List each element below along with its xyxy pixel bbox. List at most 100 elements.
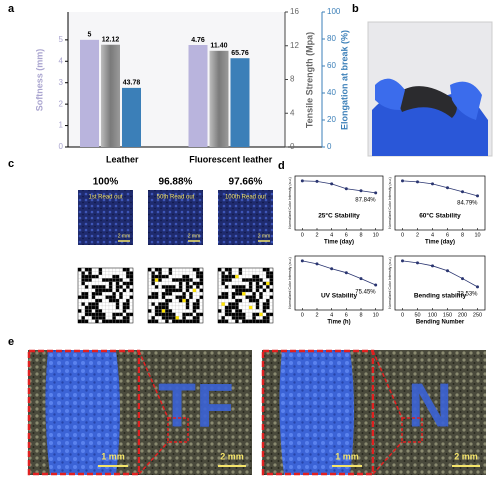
grid-cell — [168, 298, 173, 303]
grid-cell — [224, 319, 229, 323]
grid-cell — [255, 288, 260, 293]
grid-cell — [175, 288, 179, 293]
y3-tick-label: 80 — [327, 34, 336, 43]
y-tick-label: 0 — [59, 142, 64, 151]
grid-cell — [269, 274, 273, 279]
grid-cell — [168, 312, 173, 317]
grid-cell — [259, 312, 263, 317]
grid-cell — [255, 312, 260, 317]
readout-image — [148, 190, 203, 245]
grid-cell — [88, 268, 92, 272]
data-label: 4.76 — [191, 37, 205, 44]
grid-cell — [221, 271, 225, 275]
grid-cell — [84, 309, 89, 313]
grid-cell — [119, 319, 123, 323]
grid-cell — [185, 274, 190, 279]
grid-cell — [98, 316, 103, 320]
grid-cell — [115, 274, 120, 279]
x-tick-label: 50 — [414, 312, 420, 318]
grid-cell — [81, 302, 85, 306]
grid-cell — [112, 316, 116, 320]
grid-cell — [196, 271, 200, 275]
grid-cell — [126, 274, 130, 279]
grid-cell — [228, 278, 232, 282]
grid-cell — [126, 268, 130, 272]
grid-cell — [238, 298, 243, 303]
grid-cell — [95, 292, 99, 296]
grid-cell — [102, 316, 106, 320]
scale-label: 1 mm — [335, 451, 359, 461]
grid-cell — [255, 298, 260, 303]
zoom-link — [138, 350, 169, 419]
grid-cell — [81, 274, 85, 279]
grid-cell — [84, 312, 89, 317]
bar — [122, 87, 141, 147]
grid-cell — [112, 292, 116, 296]
x-tick-label: 0 — [401, 312, 404, 318]
grid-cell — [91, 285, 96, 289]
grid-cell — [196, 305, 200, 310]
panel-label: a — [8, 3, 15, 15]
grid-cell — [221, 281, 225, 286]
grid-cell — [228, 274, 232, 279]
grid-cell — [102, 312, 106, 317]
grid-cell — [108, 281, 113, 286]
grid-cell — [228, 305, 232, 310]
grid-cell — [98, 309, 103, 313]
grid-cell — [248, 288, 253, 293]
y3-tick-label: 40 — [327, 88, 336, 97]
grid-cell — [119, 278, 123, 282]
grid-cell — [255, 319, 260, 323]
grid-cell — [122, 288, 127, 293]
grid-cell — [112, 312, 116, 317]
grid-cell — [165, 302, 169, 306]
grid-cell — [221, 295, 225, 299]
grid-cell — [224, 268, 229, 272]
y-tick-label: 3 — [59, 78, 64, 87]
grid-cell — [242, 292, 246, 296]
grid-cell — [189, 312, 193, 317]
point — [344, 187, 348, 191]
grid-cell — [224, 295, 229, 299]
grid-cell — [178, 281, 183, 286]
line — [302, 260, 376, 286]
grid-cell — [196, 285, 200, 289]
grid-cell — [185, 278, 190, 282]
grid-cell — [238, 312, 243, 317]
grid-cell — [95, 274, 99, 279]
grid-cell — [98, 271, 103, 275]
grid-cell — [224, 309, 229, 313]
y-axis-label: Normalized Color Intensity (a.u.) — [388, 257, 392, 309]
x-tick-label: 200 — [458, 312, 467, 318]
grid-cell — [262, 302, 267, 306]
grid-cell — [269, 281, 273, 286]
grid-cell — [102, 319, 106, 323]
x-tick-label: 10 — [373, 232, 379, 238]
panel-label: b — [352, 3, 359, 15]
zoom-link — [372, 350, 403, 419]
zoom-frame — [27, 349, 141, 476]
grid-cell — [91, 312, 96, 317]
grid-cell — [91, 274, 96, 279]
grid-cell — [192, 316, 197, 320]
grid-cell — [189, 319, 193, 323]
y-tick-label: 5 — [59, 35, 64, 44]
grid-cell — [245, 278, 249, 282]
grid-cell — [88, 271, 92, 275]
grid-cell — [231, 305, 236, 310]
panel-label: e — [8, 336, 14, 348]
grid-cell — [98, 298, 103, 303]
y2-tick-label: 4 — [290, 108, 295, 117]
data-label: 65.76 — [231, 50, 249, 57]
panel-e: 1 mm TF 2 mm 1 mm N 2 mm — [27, 349, 486, 476]
grid-cell — [81, 292, 85, 296]
grid-cell — [158, 278, 162, 282]
grid-cell — [119, 285, 123, 289]
grid-cell — [151, 274, 155, 279]
grid-cell — [161, 274, 166, 279]
panel-c: 100% 1st Read out 2 mm 96.88% 50th Read out 2… — [77, 177, 274, 324]
grid-cell — [95, 305, 99, 310]
grid-cell — [115, 285, 120, 289]
grid-cell — [88, 305, 92, 310]
grid-cell — [235, 319, 239, 323]
